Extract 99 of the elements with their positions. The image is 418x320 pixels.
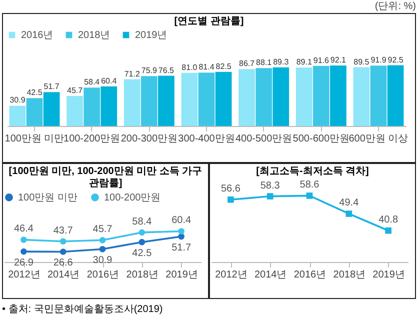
data-label: 51.7 bbox=[44, 82, 60, 92]
bar bbox=[370, 66, 387, 126]
x-tick-label: 100-200만원 bbox=[63, 134, 120, 144]
data-label: 40.8 bbox=[378, 214, 398, 226]
bar bbox=[158, 76, 174, 126]
legend-label: 100-200만원 bbox=[104, 192, 161, 204]
data-label: 81.4 bbox=[198, 62, 215, 72]
data-label: 81.0 bbox=[182, 62, 198, 72]
bar bbox=[198, 72, 215, 126]
point bbox=[138, 229, 146, 236]
x-tick-label: 2012년 bbox=[8, 270, 40, 280]
data-label: 58.3 bbox=[260, 180, 280, 192]
bar bbox=[353, 67, 370, 126]
bar bbox=[181, 72, 198, 126]
legend-label: 2018년 bbox=[78, 30, 110, 41]
bar bbox=[9, 106, 26, 126]
point bbox=[99, 246, 106, 252]
data-label: 89.3 bbox=[273, 57, 290, 66]
x-tick-label: 2019년 bbox=[372, 270, 405, 280]
data-label: 46.4 bbox=[14, 224, 34, 235]
bar bbox=[43, 92, 60, 126]
data-label: 30.9 bbox=[10, 96, 26, 105]
x-tick-label: 2012년 bbox=[215, 270, 248, 280]
point bbox=[60, 248, 66, 255]
chart-title: [연도별 관람률] bbox=[173, 15, 245, 28]
bar bbox=[312, 66, 330, 126]
x-tick-label: 600만원 이상 bbox=[348, 134, 408, 144]
data-label: 89.1 bbox=[296, 58, 312, 67]
data-label: 75.9 bbox=[141, 66, 158, 76]
data-label: 92.1 bbox=[330, 56, 347, 65]
data-label: 58.6 bbox=[300, 180, 320, 191]
data-label: 43.7 bbox=[53, 225, 74, 236]
data-label: 49.4 bbox=[339, 198, 360, 209]
x-tick-label: 2014년 bbox=[254, 270, 287, 280]
bar bbox=[256, 68, 272, 126]
data-label: 89.5 bbox=[354, 57, 370, 66]
data-label: 26.9 bbox=[14, 258, 34, 269]
data-label: 92.5 bbox=[388, 55, 404, 64]
data-label: 58.4 bbox=[84, 78, 100, 87]
data-label: 30.9 bbox=[92, 255, 113, 266]
bar bbox=[387, 65, 404, 126]
bar bbox=[124, 79, 140, 126]
bar bbox=[84, 88, 100, 126]
data-label: 88.1 bbox=[256, 58, 272, 68]
legend-label: 2016년 bbox=[21, 30, 54, 41]
bar bbox=[296, 68, 312, 126]
point bbox=[178, 233, 184, 240]
data-label: 82.5 bbox=[216, 62, 232, 71]
data-label: 26.6 bbox=[53, 258, 74, 269]
point bbox=[266, 193, 274, 200]
data-label: 91.6 bbox=[313, 56, 330, 65]
data-label: 45.7 bbox=[92, 224, 113, 236]
x-tick-label: 2014년 bbox=[47, 270, 80, 280]
x-tick-label: 2018년 bbox=[126, 270, 159, 280]
data-label: 51.7 bbox=[172, 242, 192, 254]
x-tick-label: 500-600만원 bbox=[292, 134, 350, 144]
bar bbox=[26, 98, 43, 126]
text: (단위: %) bbox=[374, 1, 416, 13]
point bbox=[99, 236, 106, 244]
point bbox=[138, 238, 146, 246]
text: • 출처: 국민문화예술활동조사(2019) bbox=[2, 303, 164, 316]
point bbox=[228, 196, 234, 203]
data-label: 60.4 bbox=[101, 76, 118, 86]
data-label: 76.5 bbox=[158, 66, 175, 75]
x-tick-label: 400-500만원 bbox=[235, 134, 292, 144]
data-label: 86.7 bbox=[238, 59, 256, 68]
x-tick-label: 200-300만원 bbox=[120, 134, 178, 144]
legend-label: 100만원 미만 bbox=[18, 192, 78, 204]
data-label: 91.9 bbox=[370, 56, 387, 65]
point bbox=[20, 236, 27, 243]
bar bbox=[330, 66, 346, 126]
chart-title: [100만원 미만, 100-200만원 미만 소득 가구 관람률] bbox=[8, 165, 204, 190]
bar bbox=[66, 96, 83, 126]
bar bbox=[272, 67, 290, 126]
data-label: 58.4 bbox=[132, 216, 152, 228]
x-tick-label: 100만원 미만 bbox=[4, 134, 64, 144]
chart-title: [최고소득-최저소득 격차] bbox=[255, 165, 370, 178]
data-label: 56.6 bbox=[220, 184, 241, 195]
x-tick-label: 2019년 bbox=[166, 270, 198, 280]
bar bbox=[140, 76, 158, 126]
x-tick-label: 2016년 bbox=[294, 270, 326, 280]
point bbox=[385, 227, 392, 234]
data-label: 71.2 bbox=[124, 69, 140, 78]
point bbox=[178, 228, 184, 234]
x-tick-label: 2016년 bbox=[86, 270, 120, 280]
x-tick-label: 300-400만원 bbox=[178, 134, 235, 144]
point bbox=[346, 210, 352, 217]
data-label: 42.5 bbox=[132, 248, 152, 260]
bar bbox=[238, 69, 255, 126]
point bbox=[306, 192, 313, 199]
data-label: 45.7 bbox=[67, 86, 84, 96]
point bbox=[20, 248, 27, 255]
legend-label: 2019년 bbox=[135, 30, 168, 41]
x-tick-label: 2018년 bbox=[333, 270, 366, 280]
bar bbox=[100, 86, 118, 126]
data-label: 42.5 bbox=[26, 88, 43, 98]
data-label: 60.4 bbox=[172, 215, 192, 226]
point bbox=[60, 238, 66, 245]
bar bbox=[215, 72, 232, 126]
